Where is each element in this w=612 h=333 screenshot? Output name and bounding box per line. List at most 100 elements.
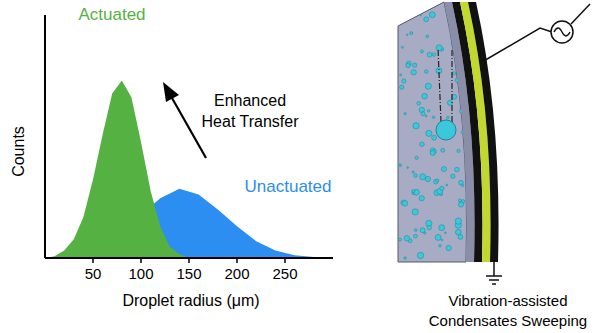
small-droplet: [399, 164, 402, 167]
sweep-trail: [451, 48, 452, 122]
small-droplet: [420, 174, 426, 180]
small-droplet: [412, 190, 415, 193]
y-axis-title: Counts: [10, 126, 27, 177]
small-droplet: [441, 166, 446, 171]
ac-symbol: [554, 28, 570, 36]
small-droplet: [420, 228, 425, 233]
small-droplet: [412, 209, 418, 215]
piezo-layer: [460, 2, 491, 262]
graphic: 50100150200250Droplet radius (μm)CountsA…: [0, 0, 612, 333]
small-droplet: [429, 12, 435, 18]
distribution-area: [45, 80, 189, 258]
small-droplet: [413, 234, 417, 238]
small-droplet: [406, 34, 408, 36]
small-droplet: [411, 70, 416, 75]
small-droplet: [447, 116, 450, 119]
small-droplet: [452, 72, 455, 75]
small-droplet: [456, 41, 459, 44]
small-droplet: [425, 70, 429, 74]
small-droplet: [422, 93, 428, 99]
wire: [482, 28, 552, 62]
small-droplet: [457, 149, 460, 152]
small-droplet: [417, 101, 421, 105]
caption: Vibration-assistedCondensates Sweeping: [429, 292, 587, 329]
large-droplet: [436, 120, 456, 140]
x-tick: [284, 258, 286, 263]
plot-area: [45, 80, 333, 258]
x-tick-label: 250: [272, 265, 297, 282]
small-droplet: [425, 83, 431, 89]
small-droplet: [400, 74, 402, 76]
sweep-trail: [438, 48, 441, 122]
small-droplet: [407, 167, 409, 169]
small-droplet: [435, 234, 441, 240]
small-droplet: [402, 201, 408, 207]
small-droplet: [427, 226, 431, 230]
small-droplet: [460, 13, 462, 15]
annotation-line: Enhanced: [214, 92, 286, 109]
ac-source: [551, 21, 573, 43]
small-droplet: [413, 63, 417, 67]
series-label: Unactuated: [245, 177, 332, 196]
ground: [486, 275, 502, 277]
small-droplet: [414, 229, 417, 232]
small-droplet: [413, 123, 419, 129]
small-droplet: [400, 85, 404, 89]
droplets: [399, 12, 468, 260]
small-droplet: [424, 17, 429, 22]
wire: [493, 262, 495, 276]
small-droplet: [440, 186, 444, 190]
small-droplet: [415, 156, 418, 159]
small-droplet: [432, 116, 435, 119]
small-droplet: [445, 232, 447, 234]
small-droplet: [441, 239, 443, 241]
arrow-head: [163, 82, 179, 102]
small-droplet: [401, 46, 403, 48]
small-droplet: [461, 131, 463, 133]
small-droplet: [455, 38, 461, 44]
small-droplet: [461, 184, 463, 186]
small-droplet: [461, 18, 466, 23]
small-droplet: [455, 218, 461, 224]
small-droplet: [420, 14, 422, 16]
small-droplet: [399, 238, 402, 241]
series-label: Actuated: [78, 5, 145, 24]
small-droplet: [425, 176, 430, 181]
small-droplet: [455, 78, 460, 83]
small-droplet: [436, 179, 439, 182]
small-droplet: [404, 236, 409, 241]
electrode-layer: [468, 2, 499, 262]
annotation-line: Heat Transfer: [202, 113, 300, 130]
x-tick-label: 100: [128, 265, 153, 282]
device-diagram: [398, 2, 590, 284]
small-droplet: [441, 148, 445, 152]
small-droplet: [455, 229, 461, 235]
small-droplet: [426, 35, 429, 38]
small-droplet: [458, 55, 461, 58]
small-droplet: [458, 235, 463, 240]
small-droplet: [417, 252, 423, 258]
small-droplet: [436, 45, 442, 51]
small-droplet: [420, 142, 425, 147]
small-droplet: [404, 257, 407, 260]
small-droplet: [451, 42, 455, 46]
small-droplet: [425, 115, 427, 117]
small-droplet: [419, 196, 424, 201]
small-droplet: [446, 184, 448, 186]
small-droplet: [439, 225, 445, 231]
small-droplet: [463, 101, 465, 103]
ground: [492, 283, 496, 285]
small-droplet: [451, 174, 455, 178]
x-tick-label: 50: [85, 265, 102, 282]
small-droplet: [404, 112, 406, 114]
small-droplet: [460, 109, 465, 114]
small-droplet: [432, 135, 437, 140]
small-droplet: [458, 26, 461, 29]
small-droplet: [414, 174, 418, 178]
caption-line: Condensates Sweeping: [429, 312, 587, 329]
small-droplet: [430, 150, 435, 155]
small-droplet: [410, 32, 413, 35]
small-droplet: [421, 112, 425, 116]
x-axis-title: Droplet radius (μm): [122, 292, 259, 309]
small-droplet: [464, 31, 468, 35]
